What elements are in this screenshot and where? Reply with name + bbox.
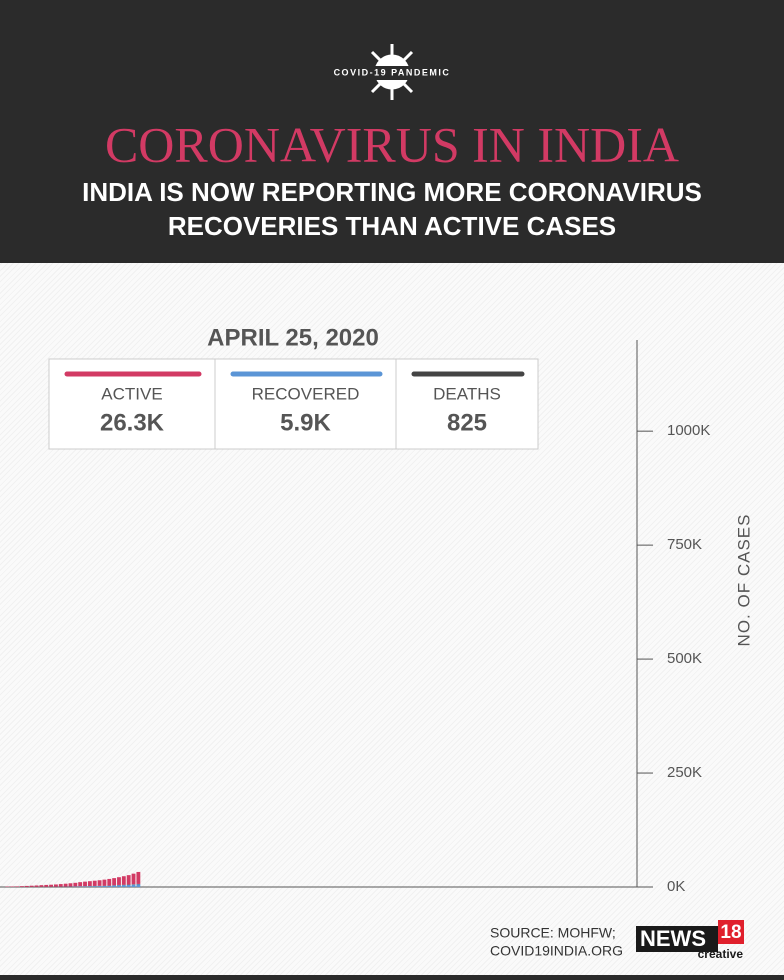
badge-bg [320, 66, 464, 80]
bar [102, 885, 107, 887]
bar [126, 875, 131, 885]
bar [92, 886, 97, 887]
y-tick-label: 0K [667, 878, 685, 895]
bar [39, 885, 44, 887]
summary-value: 26.3K [100, 409, 165, 436]
bar [117, 885, 121, 887]
logo-name: NEWS [640, 926, 706, 951]
legend-label: ACTIVE [101, 384, 162, 403]
bar [83, 886, 87, 887]
subtitle: RECOVERIES THAN ACTIVE CASES [168, 211, 616, 241]
bar [24, 885, 29, 887]
bar [63, 883, 68, 887]
bar [131, 873, 136, 885]
bar [73, 882, 78, 887]
bar [78, 882, 83, 887]
summary-value: 5.9K [280, 409, 331, 436]
badge: COVID-19 PANDEMIC [334, 67, 451, 77]
y-axis-label: NO. OF CASES [734, 514, 753, 647]
bar [92, 880, 97, 886]
bar [136, 884, 141, 887]
header-band [0, 0, 784, 263]
y-tick-label: 750K [667, 536, 702, 553]
title: CORONAVIRUS IN INDIA [105, 116, 679, 172]
source: SOURCE: MOHFW; [490, 925, 616, 941]
bar [87, 881, 92, 887]
bar [121, 876, 126, 885]
bar [97, 880, 102, 886]
bar [131, 884, 136, 887]
bar [112, 878, 117, 886]
bar [15, 886, 20, 887]
bar [34, 885, 39, 887]
logo-tag: creative [698, 947, 744, 961]
summary-value: 825 [447, 409, 487, 436]
bar [107, 878, 112, 886]
legend-label: RECOVERED [252, 384, 360, 403]
bar [68, 883, 73, 887]
bar [112, 885, 117, 887]
y-tick-label: 500K [667, 650, 702, 667]
bar [83, 881, 87, 887]
bar [29, 885, 34, 887]
legend-label: DEATHS [433, 384, 501, 403]
bar [121, 885, 126, 887]
subtitle: INDIA IS NOW REPORTING MORE CORONAVIRUS [82, 177, 702, 207]
bar [126, 884, 131, 887]
bar [54, 884, 58, 887]
y-tick-label: 1000K [667, 422, 710, 439]
bar [44, 884, 49, 887]
summary-date: APRIL 25, 2020 [207, 324, 379, 351]
bar [136, 871, 141, 884]
logo-bg [636, 926, 718, 952]
bar [117, 877, 121, 885]
source: COVID19INDIA.ORG [490, 943, 623, 959]
logo-number: 18 [720, 922, 741, 943]
bar [102, 879, 107, 886]
bar [107, 885, 112, 887]
bar [97, 886, 102, 887]
footer-band [0, 975, 784, 980]
bar [58, 884, 63, 887]
bar [20, 886, 24, 887]
y-tick-label: 250K [667, 764, 702, 781]
bar [87, 886, 92, 887]
bar [78, 886, 83, 887]
logo-badge [718, 920, 744, 944]
bar [49, 884, 53, 887]
